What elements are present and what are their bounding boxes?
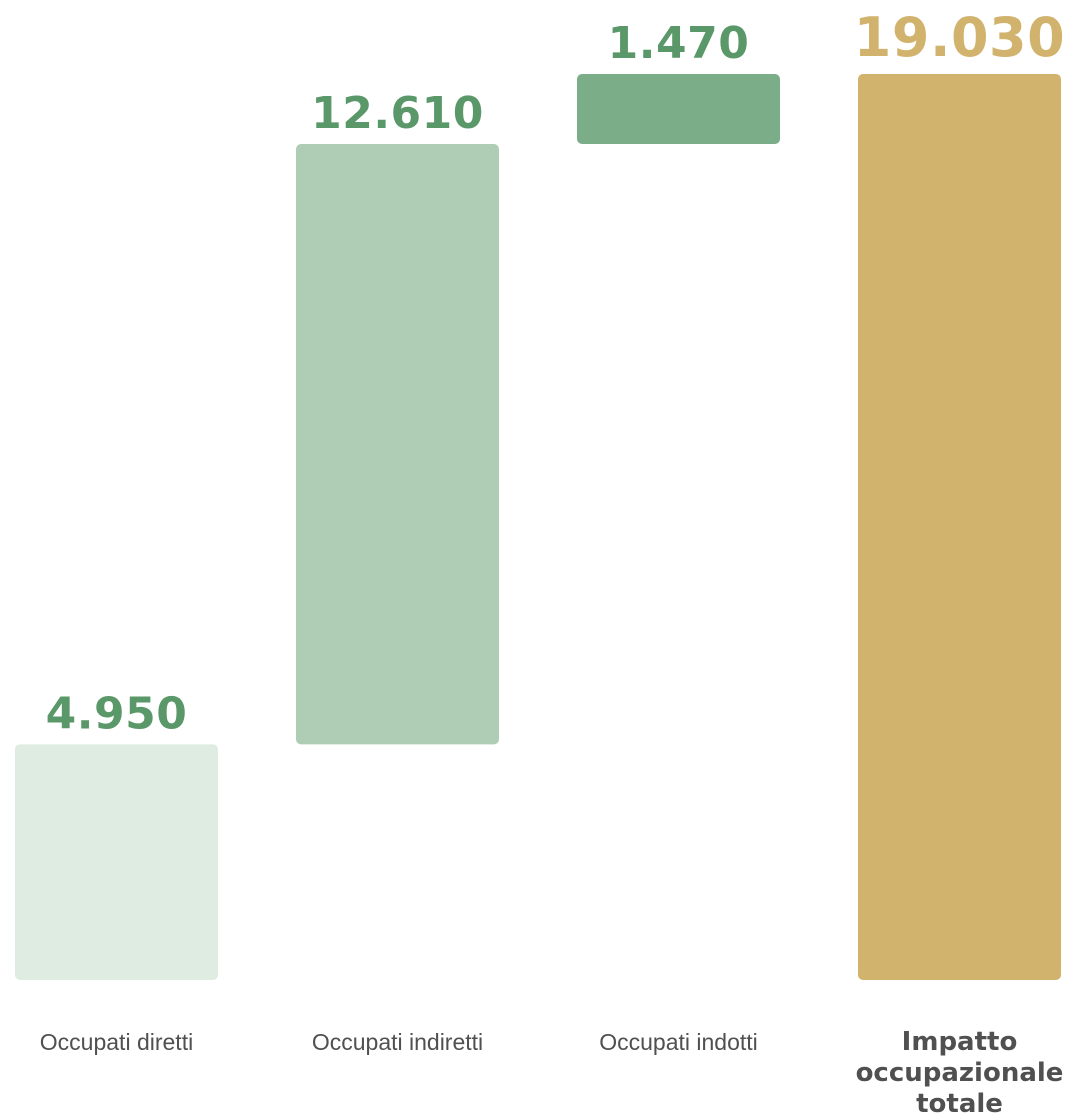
value-label-2: 1.470 (608, 18, 750, 69)
value-label-0: 4.950 (46, 688, 188, 739)
bar-3 (858, 74, 1061, 980)
category-label-0: Occupati diretti (40, 1029, 193, 1055)
bar-0 (15, 744, 218, 980)
bar-1 (296, 143, 499, 745)
category-label-2-line-0: Occupati indotti (599, 1029, 758, 1055)
value-label-3: 19.030 (854, 6, 1065, 69)
category-label-3-line-0: Impatto (902, 1027, 1018, 1057)
bar-2 (577, 74, 780, 144)
value-label-1: 12.610 (311, 88, 484, 139)
category-label-3-line-1: occupazionale (856, 1058, 1064, 1088)
bars-group (15, 74, 1061, 980)
category-label-3-line-2: totale (916, 1089, 1003, 1119)
category-labels-group: Occupati diretti Occupati indiretti Occupa… (40, 1027, 1064, 1119)
value-labels-group: 4.950 12.610 1.470 19.030 (46, 6, 1065, 739)
category-label-0-line-0: Occupati diretti (40, 1029, 193, 1055)
category-label-1: Occupati indiretti (312, 1029, 483, 1055)
category-label-2: Occupati indotti (599, 1029, 758, 1055)
category-label-3: Impatto occupazionale totale (856, 1027, 1064, 1119)
category-label-1-line-0: Occupati indiretti (312, 1029, 483, 1055)
